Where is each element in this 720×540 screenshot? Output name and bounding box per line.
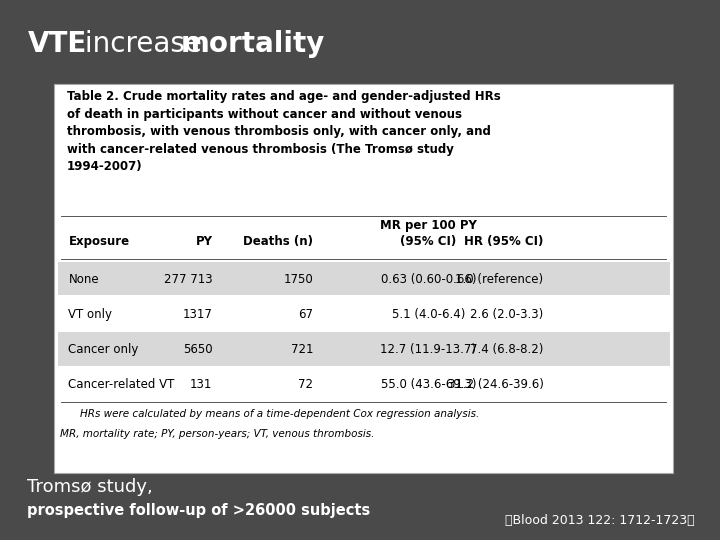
Text: 12.7 (11.9-13.7): 12.7 (11.9-13.7) <box>380 343 477 356</box>
Text: 721: 721 <box>291 343 313 356</box>
Text: prospective follow-up of >26000 subjects: prospective follow-up of >26000 subjects <box>27 503 371 518</box>
Text: Deaths (n): Deaths (n) <box>243 235 313 248</box>
Text: 31.2 (24.6-39.6): 31.2 (24.6-39.6) <box>448 378 544 392</box>
Text: Tromsø study,: Tromsø study, <box>27 478 153 496</box>
Text: HRs were calculated by means of a time-dependent Cox regression analysis.: HRs were calculated by means of a time-d… <box>67 409 480 419</box>
Text: mortality: mortality <box>181 30 325 58</box>
Text: MR, mortality rate; PY, person-years; VT, venous thrombosis.: MR, mortality rate; PY, person-years; VT… <box>60 429 374 440</box>
Text: VT only: VT only <box>68 308 112 321</box>
Text: 72: 72 <box>298 378 313 392</box>
Text: Cancer-related VT: Cancer-related VT <box>68 378 175 392</box>
Text: 5.1 (4.0-6.4): 5.1 (4.0-6.4) <box>392 308 465 321</box>
Text: None: None <box>68 273 99 286</box>
Text: (95% CI): (95% CI) <box>400 235 456 248</box>
Text: 7.4 (6.8-8.2): 7.4 (6.8-8.2) <box>470 343 544 356</box>
FancyBboxPatch shape <box>58 332 670 366</box>
Text: 1750: 1750 <box>284 273 313 286</box>
Text: VTE: VTE <box>27 30 86 58</box>
Text: 131: 131 <box>190 378 212 392</box>
Text: PY: PY <box>195 235 212 248</box>
Text: 2.6 (2.0-3.3): 2.6 (2.0-3.3) <box>470 308 544 321</box>
Text: 1.0 (reference): 1.0 (reference) <box>456 273 544 286</box>
Text: 5650: 5650 <box>183 343 212 356</box>
Text: 》Blood 2013 122: 1712-1723「: 》Blood 2013 122: 1712-1723「 <box>505 514 695 526</box>
Text: 1317: 1317 <box>183 308 212 321</box>
Text: 67: 67 <box>298 308 313 321</box>
FancyBboxPatch shape <box>58 262 670 295</box>
Text: increase: increase <box>76 30 211 58</box>
Text: 277 713: 277 713 <box>163 273 212 286</box>
Text: 55.0 (43.6-69.3): 55.0 (43.6-69.3) <box>381 378 476 392</box>
Text: HR (95% CI): HR (95% CI) <box>464 235 544 248</box>
Text: 0.63 (0.60-0.66): 0.63 (0.60-0.66) <box>381 273 476 286</box>
Text: MR per 100 PY: MR per 100 PY <box>380 219 477 232</box>
Text: Table 2. Crude mortality rates and age- and gender-adjusted HRs
of death in part: Table 2. Crude mortality rates and age- … <box>67 90 500 173</box>
FancyBboxPatch shape <box>54 84 673 472</box>
Text: Cancer only: Cancer only <box>68 343 139 356</box>
Text: Exposure: Exposure <box>68 235 130 248</box>
